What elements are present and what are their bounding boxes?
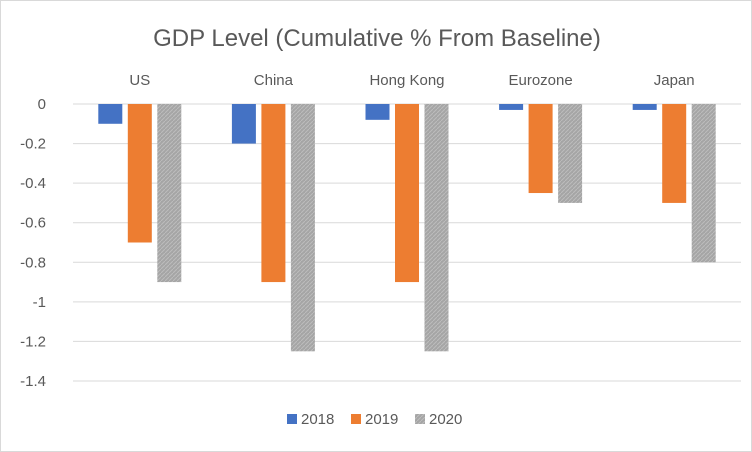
bars [98,104,716,352]
legend-label-2019: 2019 [365,411,398,428]
y-tick-label: -1.4 [20,373,46,390]
bar-series-2020-eurozone [558,104,583,203]
bar-series-2019-eurozone [528,104,553,194]
bar-series-2019-japan [662,104,687,203]
bar-series-2019-china [261,104,286,283]
bar-series-2019-hong-kong [395,104,419,283]
y-tick-label: -0.2 [20,136,46,153]
category-label: China [254,72,294,89]
bar-series-2020-us [157,104,182,283]
bar-series-2019-us [127,104,152,243]
y-tick-label: -0.6 [20,215,46,232]
y-tick-label: 0 [38,96,46,113]
y-tick-label: -0.8 [20,254,46,271]
y-tick-label: -0.4 [20,175,46,192]
bar-series-2020-hong-kong [424,104,449,352]
chart-title: GDP Level (Cumulative % From Baseline) [153,25,601,52]
bar-series-2018-us [98,104,123,124]
category-label: Japan [654,72,695,89]
bar-series-2018-japan [632,104,657,110]
legend-swatch-2019 [351,414,361,424]
bar-series-2018-eurozone [499,104,524,110]
bar-series-2018-china [231,104,256,144]
legend-swatch-2020 [415,414,425,424]
y-tick-label: -1.2 [20,333,46,350]
category-label: Hong Kong [369,72,444,89]
legend-swatch-2018 [287,414,297,424]
legend: 2018 2019 2020 [287,411,462,428]
bar-series-2018-hong-kong [365,104,390,120]
category-label: Eurozone [508,72,572,89]
legend-label-2018: 2018 [301,411,334,428]
y-axis-ticks: 0 -0.2 -0.4 -0.6 -0.8 -1 -1.2 -1.4 [20,96,46,390]
bar-series-2020-china [290,104,315,352]
category-labels: US China Hong Kong Eurozone Japan [129,72,694,89]
category-label: US [129,72,150,89]
legend-label-2020: 2020 [429,411,462,428]
bar-series-2020-japan [691,104,716,263]
y-tick-label: -1 [33,294,46,311]
